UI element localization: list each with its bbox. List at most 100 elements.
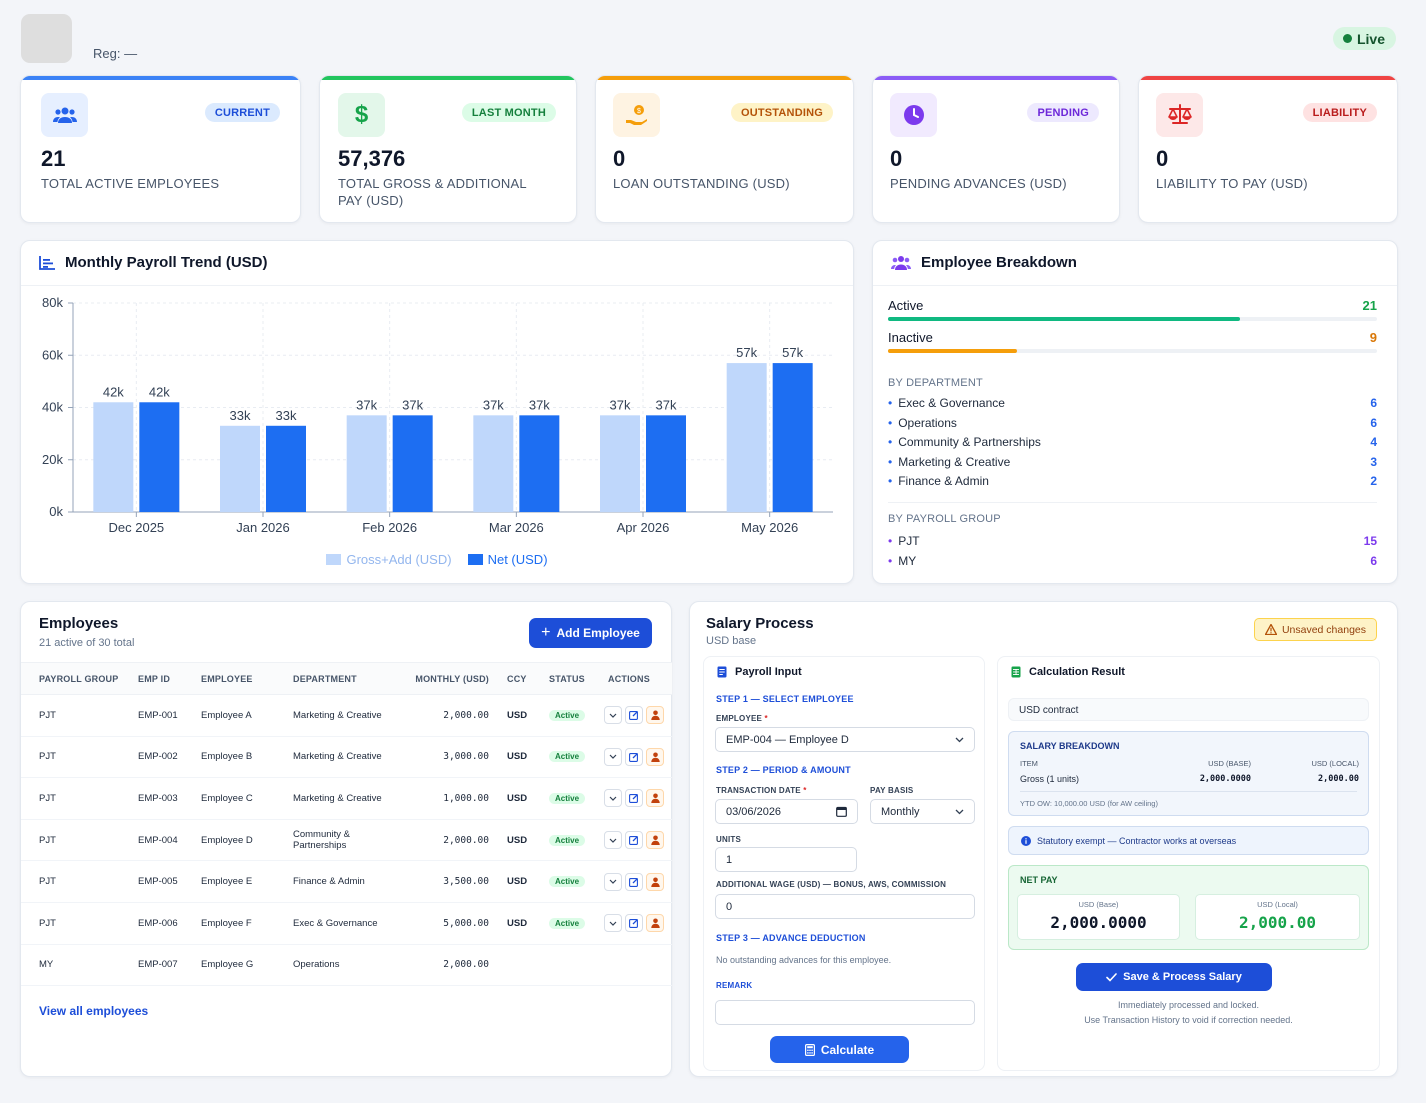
units-label: UNITS bbox=[716, 835, 741, 844]
net-pay-title: NET PAY bbox=[1020, 875, 1058, 885]
table-row[interactable]: MY EMP-007 Employee G Operations 2,000.00 bbox=[21, 944, 672, 987]
employees-subtitle: 21 active of 30 total bbox=[39, 637, 135, 649]
calendar-icon[interactable] bbox=[836, 806, 847, 817]
advance-note: No outstanding advances for this employe… bbox=[716, 955, 892, 965]
employee-breakdown-title-text: Employee Breakdown bbox=[921, 254, 1077, 271]
save-process-salary-button[interactable]: Save & Process Salary bbox=[1076, 963, 1272, 991]
payroll-trend-chart: 0k 20k 40k 60k 80k 42k 42k Dec 2025 33k 33k Jan 20… bbox=[42, 295, 833, 535]
cell-department: Finance & Admin bbox=[293, 860, 404, 903]
column-header[interactable]: EMP ID bbox=[138, 662, 201, 695]
kpi-accent-bar bbox=[596, 76, 853, 80]
department-count: 2 bbox=[1370, 474, 1377, 488]
employee-profile-button[interactable] bbox=[646, 789, 664, 808]
column-header[interactable]: PAYROLL GROUP bbox=[21, 662, 138, 695]
employees-table: PAYROLL GROUP EMP ID EMPLOYEE DEPARTMENT… bbox=[21, 662, 672, 987]
status-label: Active bbox=[888, 298, 924, 313]
edit-employee-button[interactable] bbox=[625, 747, 643, 766]
column-header[interactable]: EMPLOYEE bbox=[201, 662, 293, 695]
table-row[interactable]: PJT EMP-003 Employee C Marketing & Creative… bbox=[21, 777, 672, 820]
add-employee-button[interactable]: + Add Employee bbox=[529, 618, 652, 648]
cell-currency: USD bbox=[497, 902, 539, 945]
step3-heading: STEP 3 — ADVANCE DEDUCTION bbox=[716, 933, 866, 943]
department-item: Exec & Governance 6 bbox=[888, 396, 1377, 410]
view-all-employees-link[interactable]: View all employees bbox=[39, 1004, 149, 1018]
y-tick-label: 0k bbox=[49, 504, 63, 519]
remark-input[interactable] bbox=[715, 1000, 975, 1025]
cell-currency: USD bbox=[497, 819, 539, 862]
legend-item-net[interactable]: Net (USD) bbox=[467, 552, 548, 567]
row-actions bbox=[604, 789, 664, 808]
calculate-button[interactable]: Calculate bbox=[770, 1036, 909, 1063]
employees-title: Employees bbox=[39, 615, 119, 632]
department-heading: BY DEPARTMENT bbox=[888, 377, 983, 389]
bar-gross bbox=[726, 363, 767, 512]
employee-profile-button[interactable] bbox=[646, 831, 664, 850]
employee-profile-button[interactable] bbox=[646, 872, 664, 891]
department-item: Finance & Admin 2 bbox=[888, 474, 1377, 488]
expand-row-button[interactable] bbox=[604, 789, 622, 808]
column-header[interactable]: DEPARTMENT bbox=[293, 662, 404, 695]
expand-row-button[interactable] bbox=[604, 706, 622, 725]
kpi-accent-bar bbox=[873, 76, 1119, 80]
net-pay-local-tile: USD (Local) 2,000.00 bbox=[1195, 894, 1360, 940]
cell-currency: USD bbox=[497, 777, 539, 820]
kpi-badge: CURRENT bbox=[204, 103, 280, 122]
column-header[interactable]: STATUS bbox=[539, 662, 596, 695]
table-row[interactable]: PJT EMP-006 Employee F Exec & Governance 5,0… bbox=[21, 902, 672, 945]
cell-currency: USD bbox=[497, 694, 539, 737]
salary-breakdown-title: SALARY BREAKDOWN bbox=[1020, 741, 1120, 751]
employee-select[interactable]: EMP-004 — Employee D bbox=[715, 727, 975, 752]
expand-row-button[interactable] bbox=[604, 914, 622, 933]
employee-profile-button[interactable] bbox=[646, 706, 664, 725]
pay-basis-select[interactable]: Monthly bbox=[870, 799, 975, 824]
cell-monthly: 2,000.00 bbox=[404, 944, 497, 987]
cell-employee-name: Employee A bbox=[201, 694, 293, 737]
column-header[interactable]: CCY bbox=[497, 662, 539, 695]
payroll-input-panel: Payroll Input STEP 1 — SELECT EMPLOYEE E… bbox=[703, 656, 985, 1071]
cell-emp-id: EMP-003 bbox=[138, 777, 201, 820]
status-badge: Active bbox=[549, 834, 586, 846]
status-count: 21 bbox=[1362, 298, 1377, 313]
breakdown-divider bbox=[1020, 791, 1357, 792]
breakdown-item-name: Gross (1 units) bbox=[1020, 774, 1080, 784]
table-row[interactable]: PJT EMP-002 Employee B Marketing & Creative… bbox=[21, 736, 672, 779]
cell-emp-id: EMP-007 bbox=[138, 944, 201, 987]
table-row[interactable]: PJT EMP-005 Employee E Finance & Admin 3,500… bbox=[21, 860, 672, 903]
bar-gross bbox=[600, 415, 640, 512]
edit-employee-button[interactable] bbox=[625, 831, 643, 850]
cell-department: Operations bbox=[293, 944, 404, 987]
edit-employee-button[interactable] bbox=[625, 872, 643, 891]
status-row-inactive: Inactive 9 bbox=[888, 330, 1377, 345]
employee-profile-button[interactable] bbox=[646, 747, 664, 766]
column-header[interactable]: ACTIONS bbox=[596, 662, 672, 695]
table-row[interactable]: PJT EMP-004 Employee D Community & Partners… bbox=[21, 819, 672, 862]
edit-employee-button[interactable] bbox=[625, 789, 643, 808]
additional-wage-input[interactable]: 0 bbox=[715, 894, 975, 919]
expand-row-button[interactable] bbox=[604, 831, 622, 850]
column-header[interactable]: MONTHLY (USD) bbox=[404, 662, 497, 695]
calculate-label: Calculate bbox=[820, 1042, 875, 1057]
chevron-down-icon bbox=[609, 796, 617, 801]
kpi-accent-bar bbox=[21, 76, 300, 80]
legend-item-gross[interactable]: Gross+Add (USD) bbox=[326, 552, 452, 567]
pay-basis-value: Monthly bbox=[881, 805, 920, 818]
edit-employee-button[interactable] bbox=[625, 914, 643, 933]
expand-row-button[interactable] bbox=[604, 872, 622, 891]
bar-gross bbox=[93, 402, 134, 512]
units-input[interactable]: 1 bbox=[715, 847, 857, 872]
dollar-icon: $ bbox=[338, 93, 385, 137]
table-row[interactable]: PJT EMP-001 Employee A Marketing & Creative… bbox=[21, 694, 672, 737]
department-count: 6 bbox=[1370, 415, 1377, 430]
edit-employee-button[interactable] bbox=[625, 706, 643, 725]
cell-employee-name: Employee B bbox=[201, 736, 293, 779]
svg-text:$: $ bbox=[637, 108, 641, 115]
expand-row-button[interactable] bbox=[604, 747, 622, 766]
live-status-badge: Live bbox=[1332, 27, 1396, 50]
bar-value-label: 37k bbox=[529, 397, 550, 412]
legend-swatch-gross bbox=[326, 554, 342, 565]
users-icon bbox=[41, 93, 88, 137]
department-name: Finance & Admin bbox=[888, 474, 989, 488]
bar-value-label: 37k bbox=[610, 397, 631, 412]
employee-profile-button[interactable] bbox=[646, 914, 664, 933]
transaction-date-input[interactable]: 03/06/2026 bbox=[715, 799, 858, 824]
